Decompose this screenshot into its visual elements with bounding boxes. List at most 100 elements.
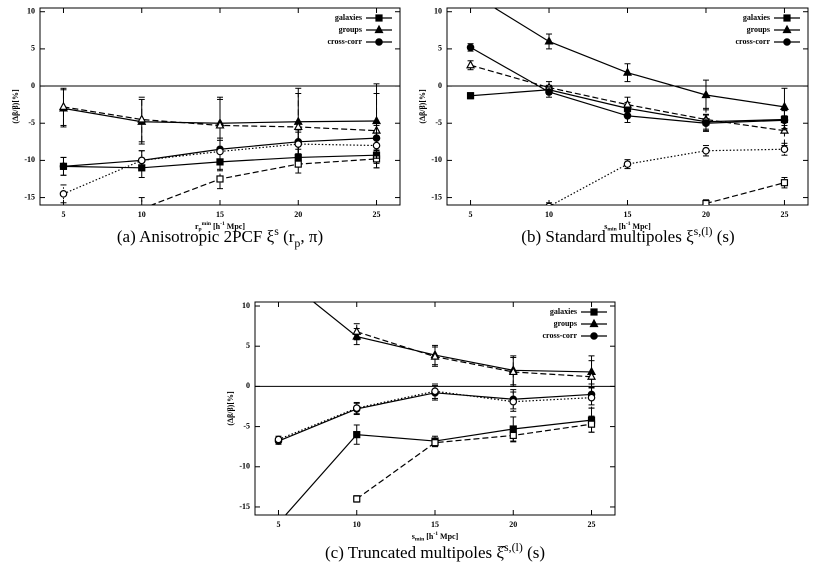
label-part: (b) Standard multipoles <box>521 227 686 246</box>
series-line <box>63 143 377 195</box>
marker <box>545 88 553 96</box>
y-axis-label: (Δβ/β)[%] <box>226 391 235 426</box>
y-axis-label: (Δβ/β)[%] <box>418 89 427 124</box>
marker <box>58 101 68 110</box>
plot-area <box>466 8 789 205</box>
label-part: min <box>607 227 617 233</box>
legend-marker <box>374 24 384 34</box>
label-part: [h <box>211 222 221 231</box>
label-part: , π) <box>300 227 323 246</box>
marker <box>431 387 439 396</box>
x-tick-label: 25 <box>373 210 381 219</box>
marker <box>372 134 381 142</box>
legend-label: groups <box>747 25 770 34</box>
marker <box>59 190 68 198</box>
x-tick-label: 20 <box>702 210 710 219</box>
caption: (b) Standard multipoles ξs,(l) (s) <box>521 224 734 246</box>
marker <box>431 439 439 447</box>
marker <box>353 495 361 503</box>
legend-marker <box>782 24 792 34</box>
marker <box>466 59 476 69</box>
marker <box>137 156 146 165</box>
series-line <box>356 331 592 378</box>
marker <box>352 404 361 412</box>
x-tick-label: 20 <box>294 210 302 219</box>
marker <box>294 160 302 168</box>
label-part: min <box>202 221 212 227</box>
x-axis-label: rpmin [h-1 Mpc] <box>195 221 245 233</box>
marker <box>353 431 361 439</box>
label-part: r <box>195 222 199 231</box>
marker <box>352 326 362 335</box>
label-part: [h <box>424 532 434 541</box>
legend-label: cross-corr <box>328 37 363 46</box>
label-part: s <box>412 532 415 541</box>
marker <box>430 351 440 360</box>
label-part: ξ <box>686 227 694 246</box>
marker <box>780 179 789 187</box>
marker <box>702 119 710 128</box>
y-tick-label: -10 <box>431 155 442 164</box>
marker <box>780 116 789 125</box>
caption: (a) Anisotropic 2PCF ξs (rp, π) <box>117 224 323 250</box>
label-part: s,(l) <box>694 224 713 238</box>
legend-marker <box>783 38 791 46</box>
label-part: p <box>294 236 300 250</box>
label-part: s <box>274 224 279 238</box>
x-tick-label: 5 <box>469 210 473 219</box>
label-part: [h <box>617 222 627 231</box>
x-tick-label: 15 <box>216 210 224 219</box>
x-tick-label: 20 <box>509 520 517 529</box>
y-tick-label: -10 <box>239 462 250 471</box>
legend-label: groups <box>554 319 577 328</box>
legend-label: galaxies <box>550 307 577 316</box>
x-axis-label: smin [h-1 Mpc] <box>412 531 459 543</box>
marker <box>275 270 282 277</box>
y-tick-label: -5 <box>435 118 442 127</box>
marker <box>587 371 597 380</box>
y-tick-label: -15 <box>239 502 250 511</box>
legend-marker <box>783 14 791 22</box>
series-line <box>356 423 592 500</box>
marker <box>623 111 632 120</box>
label-part: -1 <box>220 221 225 227</box>
x-tick-label: 25 <box>588 520 596 529</box>
x-tick-label: 5 <box>61 210 65 219</box>
marker <box>216 147 224 156</box>
y-tick-label: -15 <box>431 192 442 201</box>
y-tick-label: 0 <box>31 81 35 90</box>
marker <box>137 114 147 123</box>
legend-label: cross-corr <box>736 37 771 46</box>
marker <box>702 199 710 205</box>
label-part: ξ <box>267 227 275 246</box>
x-tick-label: 10 <box>353 520 361 529</box>
label-part: ξ̂ <box>496 543 507 562</box>
y-tick-label: 0 <box>246 381 250 390</box>
marker <box>622 67 633 76</box>
label-part: (c) Truncated multipoles <box>325 543 496 562</box>
x-tick-label: 15 <box>431 520 439 529</box>
x-tick-label: 15 <box>624 210 632 219</box>
marker <box>545 202 553 205</box>
label-part: s <box>604 222 607 231</box>
marker <box>779 101 789 110</box>
y-tick-label: -5 <box>28 118 35 127</box>
legend-marker <box>590 308 598 316</box>
y-tick-label: 5 <box>31 44 35 53</box>
label-part: min <box>415 537 425 543</box>
y-tick-label: 5 <box>246 341 250 350</box>
y-tick-label: 10 <box>27 7 35 16</box>
legend-label: cross-corr <box>543 331 578 340</box>
marker <box>701 89 711 99</box>
y-tick-label: 10 <box>242 301 250 310</box>
marker <box>587 393 596 402</box>
caption: (c) Truncated multipoles ξ̂s,(l) (s) <box>325 540 545 562</box>
marker <box>509 431 517 440</box>
x-tick-label: 10 <box>545 210 553 219</box>
label-part: -1 <box>433 531 438 537</box>
x-tick-label: 10 <box>138 210 146 219</box>
marker <box>466 92 475 100</box>
legend-marker <box>375 14 383 22</box>
marker <box>59 162 68 171</box>
